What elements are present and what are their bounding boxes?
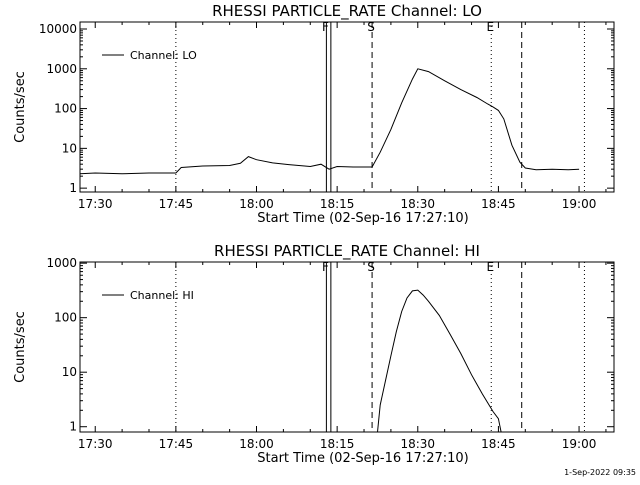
plot-frame [79,21,615,193]
x-tick-label: 17:30 [78,437,113,451]
x-tick-label: 18:30 [400,197,435,211]
x-tick-label: 18:00 [239,437,274,451]
y-tick-label: 10 [62,365,77,379]
event-marker-label: S [367,20,375,34]
data-series-line [377,289,502,432]
event-marker-label: F [322,260,329,274]
y-tick-label: 1 [69,181,77,195]
x-tick-label: 18:45 [481,437,516,451]
x-tick-label: 19:00 [562,437,597,451]
y-tick-label: 100 [54,102,77,116]
y-tick-label: 100 [54,311,77,325]
chart-panel-1: RHESSI PARTICLE_RATE Channel: LO 17:30 17:… [13,2,615,226]
x-axis-label: Start Time (02-Sep-16 17:27:10) [257,211,468,226]
x-tick-label: 19:00 [562,197,597,211]
y-tick-label: 10000 [39,22,77,36]
chart-title: RHESSI PARTICLE_RATE Channel: LO [212,2,482,21]
plot-frame [79,261,615,433]
event-marker-label: E [486,20,494,34]
legend-label: Channel: HI [130,289,194,302]
event-marker-label: F [322,20,329,34]
x-tick-label: 18:15 [320,437,355,451]
y-tick-label: 1000 [46,62,77,76]
y-axis-label: Counts/sec [13,311,28,383]
data-series-line [80,68,580,175]
event-marker-label: E [486,260,494,274]
x-tick-label: 18:30 [400,437,435,451]
y-tick-label: 1000 [46,256,77,270]
legend-label: Channel: LO [130,49,197,62]
event-marker-label: S [367,260,375,274]
y-tick-label: 1 [69,420,77,434]
y-tick-label: 10 [62,141,77,155]
x-tick-label: 18:45 [481,197,516,211]
footer-timestamp: 1-Sep-2022 09:35 [564,468,636,477]
chart-panel-2: RHESSI PARTICLE_RATE Channel: HI 17:30 17:… [13,242,615,466]
x-tick-label: 18:15 [320,197,355,211]
y-axis-label: Counts/sec [13,71,28,143]
x-tick-label: 18:00 [239,197,274,211]
x-axis-label: Start Time (02-Sep-16 17:27:10) [257,451,468,466]
x-tick-label: 17:30 [78,197,113,211]
x-tick-label: 17:45 [159,197,194,211]
chart-title: RHESSI PARTICLE_RATE Channel: HI [214,242,480,261]
x-tick-label: 17:45 [159,437,194,451]
